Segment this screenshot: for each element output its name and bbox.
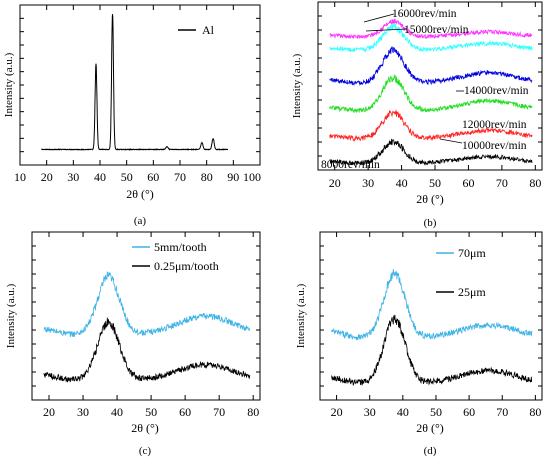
panel-a-xtick-label: 70 [174, 170, 186, 184]
panel-a-xtick-label: 20 [41, 170, 53, 184]
panel-c-xtick-label: 20 [43, 405, 55, 419]
panel-d-ticks [320, 232, 542, 400]
panel-c-xlabel: 2θ (°) [131, 421, 159, 435]
panel-b-ylabel: Intensity (a.u.) [291, 53, 303, 118]
panel-d-xtick-label: 50 [430, 405, 442, 419]
label-10000: 10000rev/min [462, 140, 527, 152]
legend-label-al: Al [202, 23, 215, 37]
panel-b-xtick-label: 80 [529, 176, 541, 190]
panel-b-xtick-label: 70 [496, 176, 508, 190]
panel-b-xlabel: 2θ (°) [416, 192, 444, 206]
panel-a-ylabel: Intensity (a.u.) [3, 52, 15, 117]
panel-d-xtick-label: 60 [463, 405, 475, 419]
series-5mm-line [43, 270, 251, 338]
panel-d-ylabel: Intensity (a.u.) [295, 283, 307, 348]
series-025um-line [43, 317, 251, 383]
panel-d-xtick-labels: 20 30 40 50 60 70 80 [331, 405, 542, 419]
series-25um-line [331, 314, 533, 387]
label-16000-leader [363, 13, 395, 23]
legend-label-025um: 0.25μm/tooth [154, 259, 219, 273]
panel-b-ticks [318, 2, 542, 170]
panel-a-xtick-label: 80 [201, 170, 213, 184]
label-14000: 14000rev/min [464, 85, 529, 97]
panel-d: 20 30 40 50 60 70 80 2θ (°) Intensity (a… [295, 231, 543, 457]
series-14000-line [329, 46, 533, 86]
label-15000-leader [365, 28, 407, 32]
legend-label-5mm: 5mm/tooth [154, 240, 207, 254]
panel-c-xtick-labels: 20 30 40 50 60 70 80 [43, 405, 259, 419]
series-16000-line [329, 18, 533, 40]
label-8000: 8000rev/min [321, 159, 380, 171]
panel-a-xtick-label: 30 [67, 170, 79, 184]
label-12000: 12000rev/min [462, 119, 527, 131]
panel-d-xtick-label: 30 [364, 405, 376, 419]
legend-label-70um: 70μm [458, 246, 486, 260]
legend-label-25um: 25μm [458, 285, 486, 299]
panel-a-xtick-label: 100 [243, 170, 261, 184]
panel-c-xtick-label: 80 [247, 405, 259, 419]
panel-c-xtick-label: 70 [213, 405, 225, 419]
series-15000-line [329, 22, 533, 53]
panel-a-xtick-label: 50 [121, 170, 133, 184]
panel-a: 10 20 30 40 50 60 70 80 90 100 2θ (°) In… [3, 4, 261, 227]
panel-c: 20 30 40 50 60 70 80 2θ (°) Intensity (a… [5, 231, 261, 457]
panel-a-xlabel: 2θ (°) [126, 187, 154, 201]
panel-d-xlabel: 2θ (°) [416, 421, 444, 435]
panel-c-ylabel: Intensity (a.u.) [5, 283, 17, 348]
panel-b: 20 30 40 50 60 70 80 2θ (°) Intensity (a… [291, 1, 543, 229]
panel-c-xtick-label: 50 [145, 405, 157, 419]
panel-c-xtick-label: 40 [111, 405, 123, 419]
panel-a-frame [19, 4, 261, 166]
series-70um-line [331, 269, 533, 341]
panel-c-xtick-label: 30 [77, 405, 89, 419]
panel-b-xtick-label: 40 [396, 176, 408, 190]
series-8000-line [329, 138, 533, 166]
panel-b-xtick-label: 20 [329, 176, 341, 190]
panel-a-caption: (a) [134, 215, 147, 227]
panel-c-ticks [32, 232, 260, 400]
panel-b-xtick-label: 60 [463, 176, 475, 190]
panel-d-xtick-label: 70 [496, 405, 508, 419]
panel-d-xtick-label: 20 [331, 405, 343, 419]
label-16000: 16000rev/min [392, 8, 457, 20]
panel-a-xtick-label: 40 [94, 170, 106, 184]
panel-a-xtick-label: 60 [147, 170, 159, 184]
panel-b-caption: (b) [424, 217, 437, 229]
panel-a-ticks [19, 5, 261, 165]
panel-b-xtick-label: 50 [429, 176, 441, 190]
panel-d-frame [319, 231, 543, 401]
series-12000-line [329, 74, 533, 114]
series-10000-line [329, 109, 533, 142]
panel-d-caption: (d) [424, 445, 437, 457]
panel-c-caption: (c) [139, 445, 152, 457]
panel-c-xtick-label: 60 [179, 405, 191, 419]
panel-c-frame [31, 231, 261, 401]
panel-d-xtick-label: 80 [529, 405, 541, 419]
panel-a-xtick-label: 10 [14, 170, 26, 184]
panel-b-xtick-label: 30 [362, 176, 374, 190]
panel-a-xtick-labels: 10 20 30 40 50 60 70 80 90 100 [14, 170, 261, 184]
label-10000-leader [439, 138, 463, 144]
panel-b-xtick-labels: 20 30 40 50 60 70 80 [329, 176, 542, 190]
series-al-line [41, 14, 229, 151]
panel-a-xtick-label: 90 [227, 170, 239, 184]
panel-d-xtick-label: 40 [397, 405, 409, 419]
label-15000: 15000rev/min [404, 24, 469, 36]
